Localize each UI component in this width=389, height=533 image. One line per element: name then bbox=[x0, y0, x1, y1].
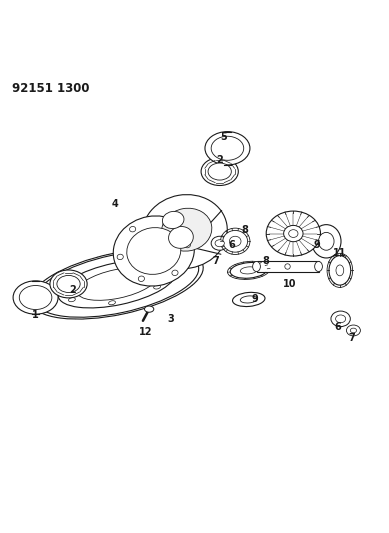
Ellipse shape bbox=[30, 248, 205, 320]
Text: 6: 6 bbox=[228, 240, 235, 250]
Ellipse shape bbox=[208, 163, 231, 180]
Ellipse shape bbox=[211, 136, 244, 160]
Ellipse shape bbox=[289, 230, 298, 237]
Ellipse shape bbox=[13, 281, 58, 314]
Text: 3: 3 bbox=[168, 314, 175, 324]
Ellipse shape bbox=[205, 132, 250, 165]
Ellipse shape bbox=[240, 267, 257, 274]
Ellipse shape bbox=[154, 285, 161, 289]
Ellipse shape bbox=[57, 276, 80, 293]
Text: 6: 6 bbox=[335, 321, 341, 332]
Text: 9: 9 bbox=[313, 240, 320, 250]
Ellipse shape bbox=[347, 325, 360, 336]
Ellipse shape bbox=[77, 268, 157, 300]
Text: 8: 8 bbox=[242, 225, 248, 235]
Ellipse shape bbox=[109, 301, 116, 305]
Text: 8: 8 bbox=[263, 256, 270, 265]
Ellipse shape bbox=[336, 315, 346, 322]
Ellipse shape bbox=[68, 297, 75, 302]
Ellipse shape bbox=[31, 249, 203, 319]
Ellipse shape bbox=[329, 256, 351, 285]
Text: 11: 11 bbox=[333, 248, 347, 258]
Text: 5: 5 bbox=[220, 132, 227, 142]
Ellipse shape bbox=[315, 262, 322, 271]
Ellipse shape bbox=[331, 311, 350, 327]
Ellipse shape bbox=[252, 262, 260, 271]
Ellipse shape bbox=[113, 216, 194, 286]
Ellipse shape bbox=[119, 263, 125, 267]
Ellipse shape bbox=[211, 236, 228, 250]
Ellipse shape bbox=[50, 270, 87, 298]
Text: 12: 12 bbox=[139, 327, 153, 337]
Ellipse shape bbox=[285, 264, 290, 269]
Text: 92151 1300: 92151 1300 bbox=[12, 83, 90, 95]
Ellipse shape bbox=[162, 212, 184, 229]
Polygon shape bbox=[256, 262, 319, 271]
Ellipse shape bbox=[233, 293, 265, 306]
Text: 10: 10 bbox=[283, 279, 296, 289]
Ellipse shape bbox=[142, 195, 227, 269]
Ellipse shape bbox=[184, 243, 191, 248]
Ellipse shape bbox=[19, 286, 52, 310]
Ellipse shape bbox=[336, 265, 344, 276]
Ellipse shape bbox=[162, 208, 212, 251]
Ellipse shape bbox=[230, 262, 267, 278]
Ellipse shape bbox=[138, 276, 144, 281]
Ellipse shape bbox=[223, 230, 248, 252]
Text: 2: 2 bbox=[216, 155, 223, 165]
Text: 7: 7 bbox=[212, 256, 219, 265]
Text: 9: 9 bbox=[251, 294, 258, 304]
Ellipse shape bbox=[319, 232, 334, 250]
Text: 4: 4 bbox=[112, 199, 118, 209]
Ellipse shape bbox=[201, 158, 238, 185]
Ellipse shape bbox=[168, 227, 193, 248]
Text: 2: 2 bbox=[69, 285, 76, 295]
Ellipse shape bbox=[230, 236, 241, 246]
Ellipse shape bbox=[127, 228, 181, 274]
Ellipse shape bbox=[172, 270, 178, 276]
Text: 7: 7 bbox=[348, 333, 355, 343]
Ellipse shape bbox=[117, 254, 123, 260]
Ellipse shape bbox=[58, 260, 176, 308]
Ellipse shape bbox=[130, 227, 136, 232]
Ellipse shape bbox=[312, 224, 341, 258]
Ellipse shape bbox=[74, 279, 80, 283]
Ellipse shape bbox=[163, 221, 169, 226]
Ellipse shape bbox=[159, 266, 165, 270]
Ellipse shape bbox=[240, 296, 257, 303]
Ellipse shape bbox=[266, 211, 321, 256]
Ellipse shape bbox=[215, 240, 224, 247]
Ellipse shape bbox=[144, 306, 154, 312]
Text: 1: 1 bbox=[32, 310, 39, 320]
Ellipse shape bbox=[284, 225, 303, 241]
Ellipse shape bbox=[350, 328, 357, 333]
